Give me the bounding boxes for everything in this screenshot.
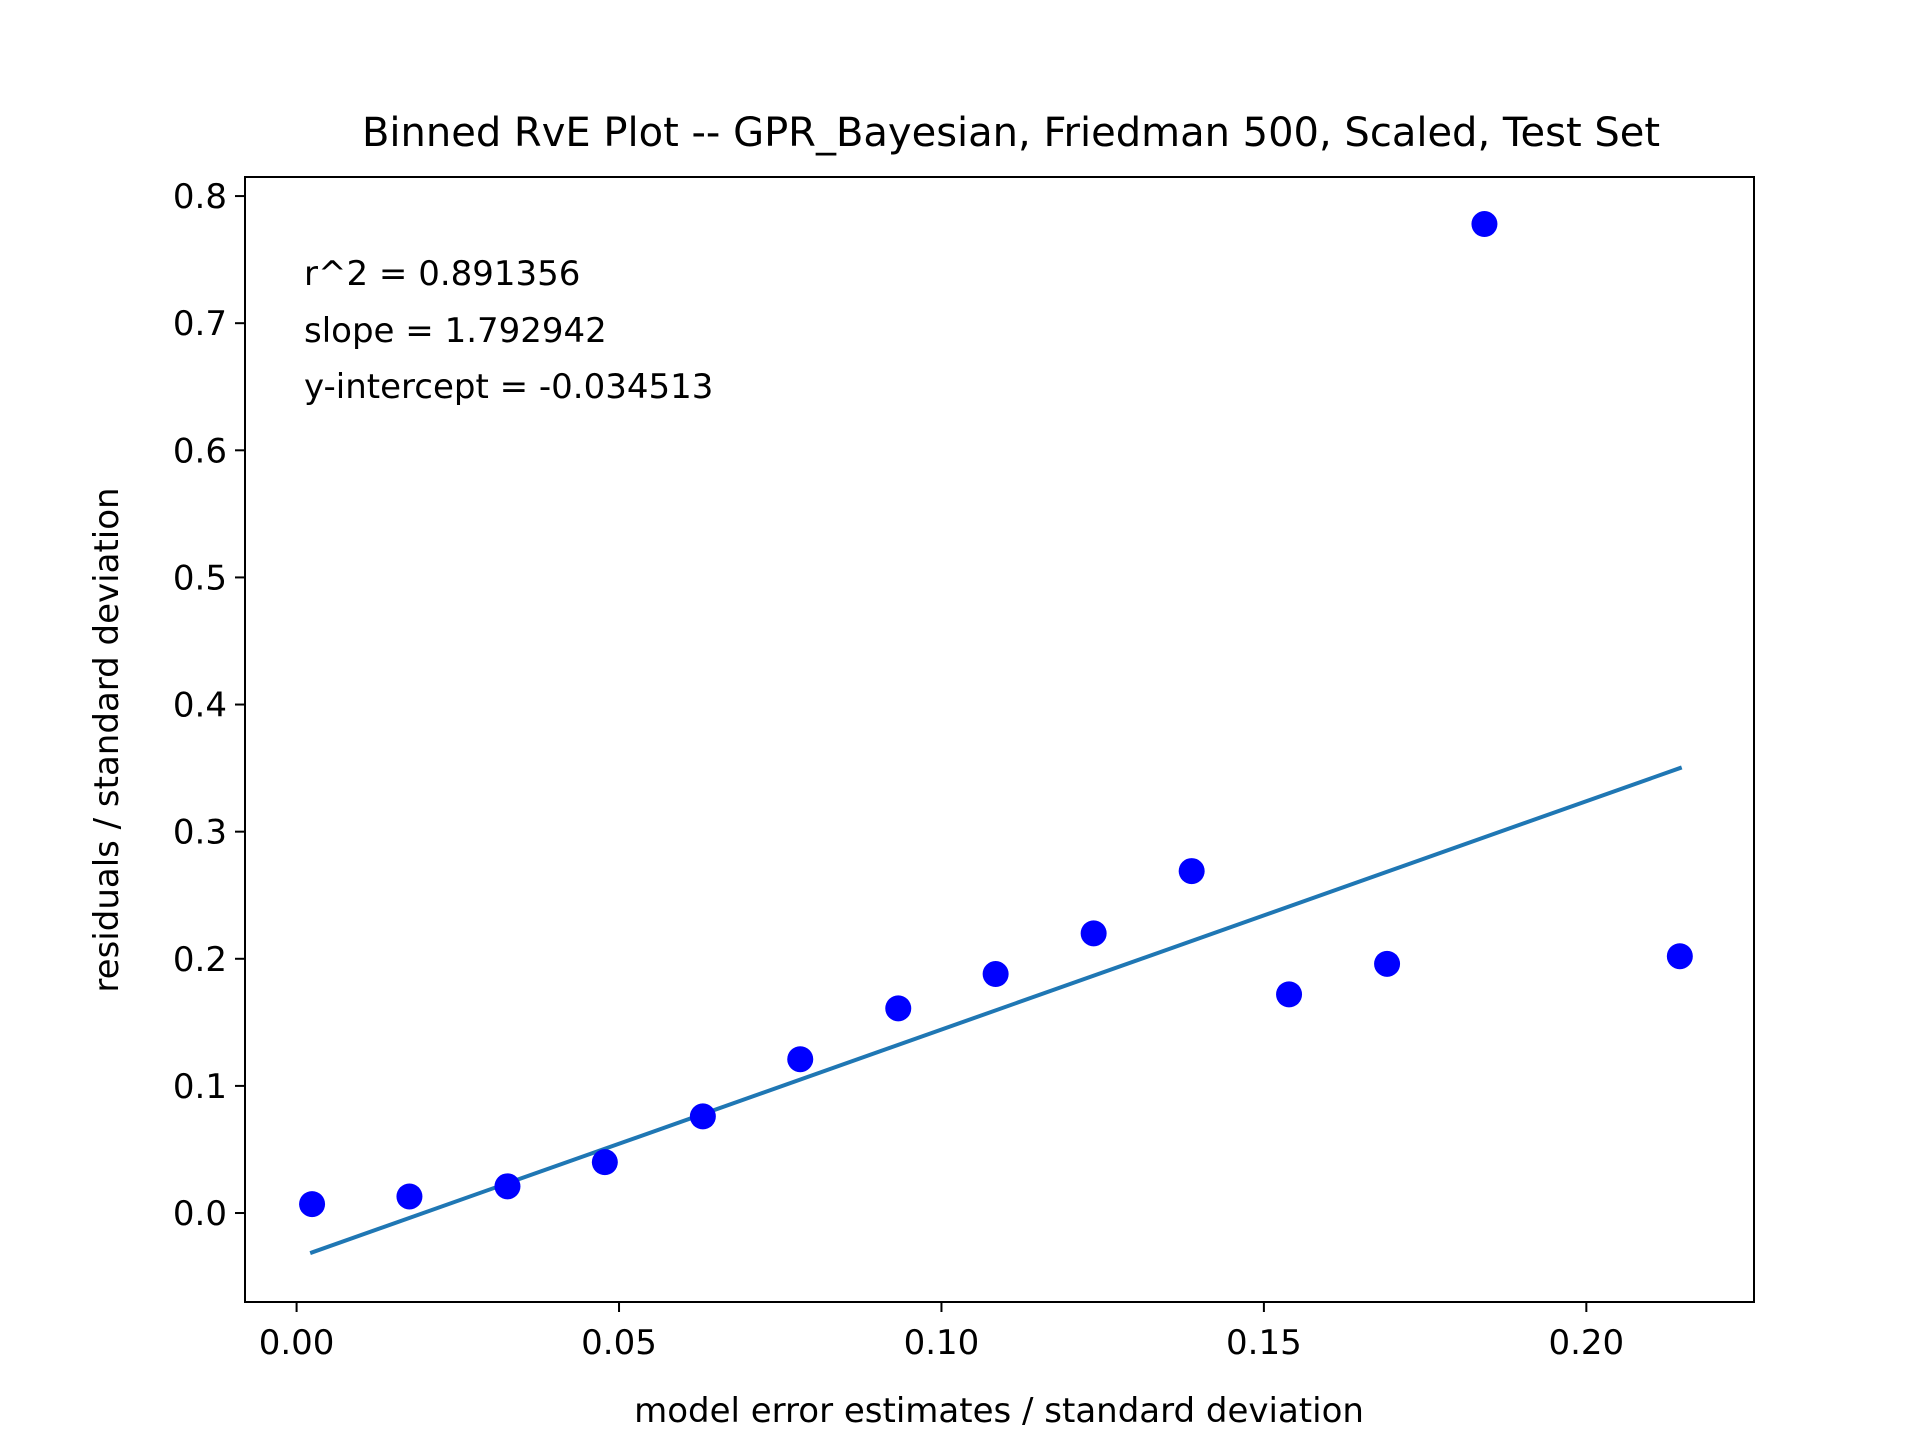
data-point-6	[885, 995, 912, 1022]
x-tick-label-0: 0.00	[259, 1323, 335, 1363]
y-tick-label-5: 0.5	[173, 558, 227, 598]
data-point-0	[299, 1191, 326, 1218]
data-point-3	[591, 1149, 618, 1176]
stats-annotations: r^2 = 0.891356 slope = 1.792942 y-interc…	[304, 254, 713, 407]
x-tick-label-3: 0.15	[1226, 1323, 1302, 1363]
y-axis-ticks: 0.0 0.1 0.2 0.3 0.4 0.5 0.6 0.7 0.8	[173, 177, 245, 1234]
data-points-group	[299, 211, 1693, 1218]
data-point-4	[689, 1103, 716, 1130]
data-point-11	[1374, 950, 1401, 977]
x-tick-label-1: 0.05	[581, 1323, 657, 1363]
annotation-slope: slope = 1.792942	[304, 311, 607, 351]
x-tick-label-4: 0.20	[1548, 1323, 1624, 1363]
data-point-5	[787, 1046, 814, 1073]
data-point-10	[1276, 981, 1303, 1008]
y-tick-label-3: 0.3	[173, 813, 227, 853]
y-tick-label-4: 0.4	[173, 686, 227, 726]
x-tick-label-2: 0.10	[904, 1323, 980, 1363]
data-point-8	[1080, 920, 1107, 947]
y-tick-label-8: 0.8	[173, 177, 227, 217]
data-point-2	[494, 1173, 521, 1200]
annotation-r-squared: r^2 = 0.891356	[304, 254, 580, 294]
x-axis-label: model error estimates / standard deviati…	[634, 1391, 1364, 1431]
y-tick-label-0: 0.0	[173, 1194, 227, 1234]
y-tick-label-7: 0.7	[173, 304, 227, 344]
x-axis-ticks: 0.00 0.05 0.10 0.15 0.20	[259, 1302, 1624, 1363]
y-tick-label-2: 0.2	[173, 940, 227, 980]
chart-title: Binned RvE Plot -- GPR_Bayesian, Friedma…	[362, 110, 1660, 156]
regression-line	[309, 765, 1683, 1255]
plot-frame	[244, 176, 1755, 1303]
data-point-1	[396, 1183, 423, 1210]
y-tick-label-6: 0.6	[173, 431, 227, 471]
data-point-7	[982, 961, 1009, 988]
y-tick-label-1: 0.1	[173, 1067, 227, 1107]
y-axis-label: residuals / standard deviation	[87, 487, 127, 992]
data-point-12	[1471, 211, 1498, 238]
data-point-13	[1666, 943, 1693, 970]
data-point-9	[1178, 858, 1205, 885]
regression-line-group	[309, 765, 1683, 1255]
annotation-y-intercept: y-intercept = -0.034513	[304, 367, 713, 407]
